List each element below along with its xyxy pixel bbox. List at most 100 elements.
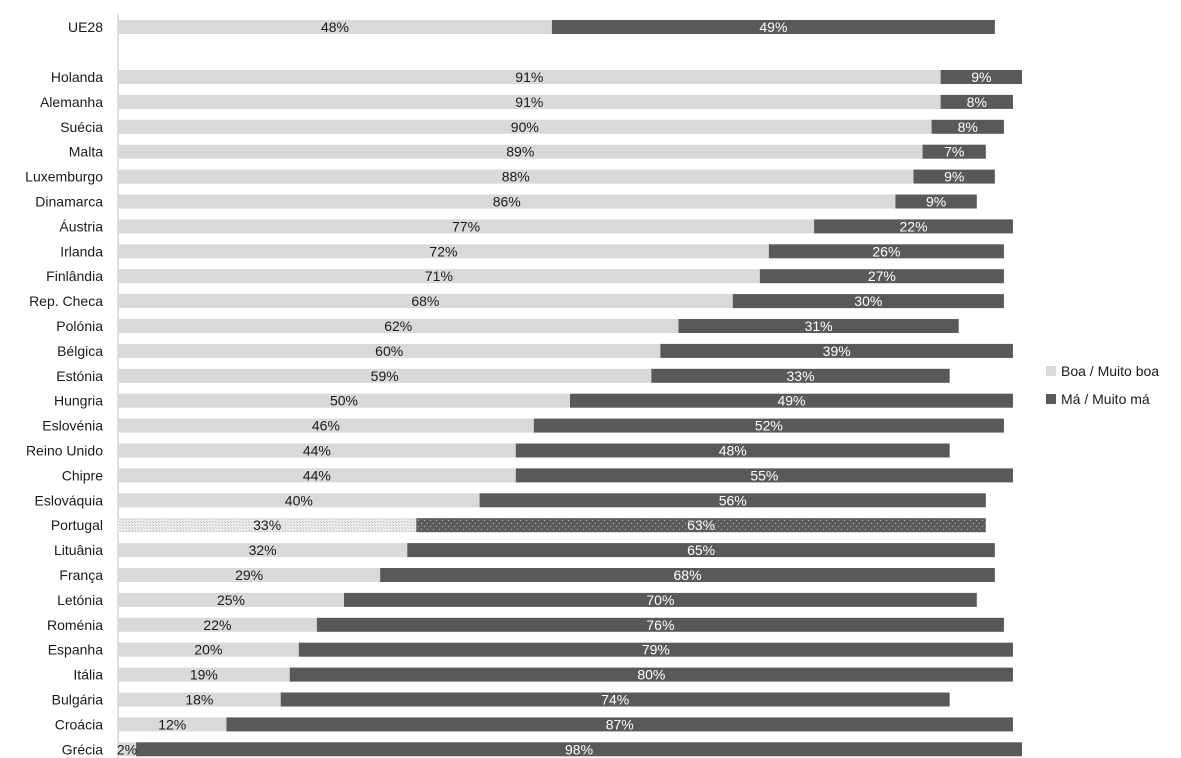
- bar-good: [118, 319, 679, 333]
- bar-good: [118, 742, 137, 757]
- data-label-bad: 8%: [967, 94, 987, 110]
- bar-bad: [732, 294, 1004, 309]
- category-label: Reino Unido: [26, 443, 103, 459]
- bar-bad: [533, 418, 1004, 433]
- bars-group: UE28 48% 49% Holanda 91% 9% Alemanha 91% 8% Suéci…: [25, 19, 1022, 757]
- category-label: Estónia: [56, 368, 103, 384]
- data-label-good: 89%: [506, 144, 534, 160]
- data-label-good: 86%: [493, 194, 521, 210]
- bar-good: [118, 543, 408, 558]
- category-label: Chipre: [62, 467, 103, 483]
- category-label: Grécia: [62, 741, 103, 757]
- data-label-good: 77%: [452, 218, 480, 234]
- data-label-bad: 55%: [750, 467, 778, 483]
- bar-bad: [479, 493, 986, 508]
- bar-good: [118, 418, 534, 433]
- bar-bad: [570, 393, 1013, 408]
- data-label-good: 44%: [303, 467, 331, 483]
- bar-bad: [407, 543, 995, 558]
- bar-bad: [280, 692, 950, 707]
- bar-good: [118, 194, 896, 209]
- legend-swatch-bad: [1046, 394, 1056, 404]
- data-label-good: 40%: [285, 492, 313, 508]
- data-label-bad: 7%: [944, 144, 964, 160]
- data-label-bad: 63%: [687, 517, 715, 533]
- legend-item-bad: Má / Muito má: [1046, 390, 1159, 408]
- data-label-good: 71%: [425, 268, 453, 284]
- bar-good: [118, 294, 733, 309]
- bar-good: [118, 617, 317, 632]
- bar-good: [118, 592, 344, 607]
- data-label-bad: 56%: [719, 492, 747, 508]
- data-label-bad: 8%: [958, 119, 978, 135]
- data-label-good: 48%: [321, 19, 349, 35]
- data-label-good: 2%: [117, 741, 137, 757]
- bar-good: [118, 393, 570, 408]
- legend-swatch-good: [1046, 366, 1056, 376]
- data-label-good: 25%: [217, 592, 245, 608]
- data-label-good: 90%: [511, 119, 539, 135]
- bar-good: [118, 144, 923, 159]
- bar-good: [118, 717, 227, 732]
- legend-item-good: Boa / Muito boa: [1046, 362, 1159, 380]
- data-label-good: 44%: [303, 443, 331, 459]
- category-label: Dinamarca: [35, 194, 103, 210]
- bar-bad: [940, 94, 1013, 109]
- data-label-good: 12%: [158, 716, 186, 732]
- category-label: Áustria: [59, 218, 103, 234]
- bar-bad: [931, 119, 1004, 134]
- bar-bad: [895, 194, 977, 209]
- category-label: Suécia: [60, 119, 103, 135]
- bar-good: [118, 493, 480, 508]
- category-label: Luxemburgo: [25, 169, 103, 185]
- category-label: Irlanda: [60, 243, 103, 259]
- bar-bad: [768, 244, 1004, 259]
- category-label: Espanha: [48, 642, 103, 658]
- bar-good: [118, 343, 661, 358]
- bar-bad: [922, 144, 986, 159]
- bar-good: [118, 468, 516, 483]
- data-label-bad: 68%: [674, 567, 702, 583]
- category-label: Letónia: [57, 592, 103, 608]
- bar-bad: [940, 70, 1022, 84]
- bar-good: [118, 269, 760, 284]
- data-label-bad: 27%: [868, 268, 896, 284]
- category-label: Lituânia: [54, 542, 103, 558]
- category-label: Portugal: [51, 517, 103, 533]
- bar-bad: [226, 717, 1013, 732]
- bar-good: [118, 667, 290, 682]
- category-label: Malta: [69, 144, 103, 160]
- bar-bad: [678, 319, 959, 333]
- bar-bad: [551, 20, 995, 34]
- category-label: França: [59, 567, 103, 583]
- data-label-bad: 49%: [759, 19, 787, 35]
- data-label-bad: 98%: [565, 741, 593, 757]
- bar-good: [118, 219, 815, 234]
- data-label-bad: 48%: [719, 443, 747, 459]
- bar-bad: [136, 742, 1022, 757]
- data-label-good: 22%: [203, 617, 231, 633]
- bar-bad: [515, 443, 950, 458]
- data-label-bad: 9%: [971, 69, 991, 85]
- data-label-good: 91%: [515, 69, 543, 85]
- data-label-good: 91%: [515, 94, 543, 110]
- bar-good: [118, 70, 941, 84]
- bar-bad: [316, 617, 1004, 632]
- data-label-bad: 79%: [642, 642, 670, 658]
- bar-bad: [651, 368, 950, 383]
- data-label-good: 68%: [411, 293, 439, 309]
- data-label-good: 19%: [190, 667, 218, 683]
- bar-bad: [298, 642, 1013, 657]
- data-label-bad: 9%: [926, 194, 946, 210]
- data-label-bad: 76%: [646, 617, 674, 633]
- data-label-good: 33%: [253, 517, 281, 533]
- bar-bad: [913, 169, 995, 184]
- data-label-bad: 33%: [787, 368, 815, 384]
- bar-bad: [814, 219, 1013, 234]
- bar-bad: [660, 343, 1013, 358]
- category-label: Bulgária: [52, 692, 104, 708]
- data-label-good: 18%: [185, 692, 213, 708]
- data-label-bad: 39%: [823, 343, 851, 359]
- legend-label-good: Boa / Muito boa: [1061, 363, 1160, 379]
- data-label-bad: 80%: [637, 667, 665, 683]
